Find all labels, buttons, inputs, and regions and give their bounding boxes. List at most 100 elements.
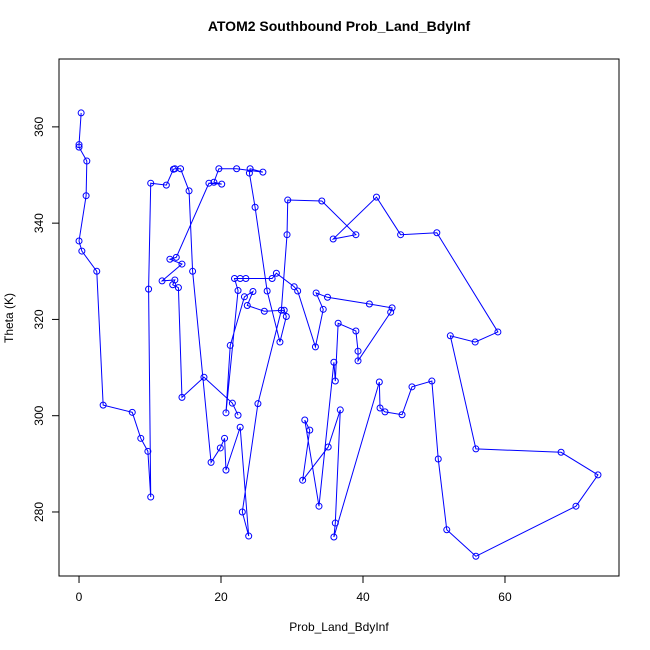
data-point xyxy=(283,231,291,239)
data-point xyxy=(249,288,257,296)
y-tick-label: 280 xyxy=(32,502,46,522)
data-point xyxy=(290,283,298,291)
data-point xyxy=(408,383,416,391)
data-point xyxy=(158,277,166,285)
data-point xyxy=(207,458,215,466)
data-point xyxy=(147,179,155,187)
data-point xyxy=(306,426,314,434)
data-point xyxy=(260,307,268,315)
data-point xyxy=(312,289,320,297)
data-point xyxy=(354,347,362,355)
data-point xyxy=(375,378,383,386)
data-point xyxy=(280,306,288,314)
data-point xyxy=(272,269,280,277)
data-point xyxy=(472,552,480,560)
data-point xyxy=(246,165,254,173)
data-point xyxy=(189,267,197,275)
data-point xyxy=(334,319,342,327)
data-point xyxy=(352,231,360,239)
data-point xyxy=(301,416,309,424)
data-point xyxy=(243,301,251,309)
data-point xyxy=(162,181,170,189)
data-point xyxy=(234,411,242,419)
data-point xyxy=(268,275,276,283)
data-point xyxy=(166,255,174,263)
data-point xyxy=(205,179,213,187)
data-point xyxy=(381,408,389,416)
data-point xyxy=(251,203,259,211)
data-point xyxy=(428,377,436,385)
data-point xyxy=(128,408,136,416)
data-point xyxy=(145,285,153,293)
data-point xyxy=(494,328,502,336)
data-point xyxy=(471,338,479,346)
data-point xyxy=(169,281,177,289)
x-tick-label: 40 xyxy=(356,590,370,604)
data-point xyxy=(331,377,339,385)
data-point xyxy=(254,400,262,408)
data-point xyxy=(185,187,193,195)
data-point xyxy=(236,423,244,431)
data-point xyxy=(354,357,362,365)
data-point xyxy=(75,141,83,149)
data-point xyxy=(330,358,338,366)
data-point xyxy=(329,235,337,243)
data-point xyxy=(352,327,360,335)
series-line xyxy=(78,112,599,557)
data-point xyxy=(259,168,267,176)
y-tick-label: 300 xyxy=(32,405,46,425)
data-point xyxy=(282,313,290,321)
y-axis-label: Theta (K) xyxy=(2,293,16,343)
data-point xyxy=(336,406,344,414)
data-point xyxy=(99,401,107,409)
data-point xyxy=(234,287,242,295)
data-point xyxy=(230,275,238,283)
data-point xyxy=(365,300,373,308)
x-tick-label: 60 xyxy=(498,590,512,604)
data-point xyxy=(472,445,480,453)
data-point xyxy=(323,293,331,301)
data-point xyxy=(397,231,405,239)
y-tick-label: 360 xyxy=(32,117,46,137)
data-point xyxy=(318,197,326,205)
data-point xyxy=(177,165,185,173)
data-point xyxy=(210,178,218,186)
data-point xyxy=(147,493,155,501)
data-point xyxy=(557,448,565,456)
plot-frame xyxy=(58,58,620,577)
data-point xyxy=(93,267,101,275)
data-point xyxy=(245,532,253,540)
data-point xyxy=(330,533,338,541)
data-point xyxy=(233,165,241,173)
data-point xyxy=(83,157,91,165)
x-tick-label: 20 xyxy=(214,590,228,604)
data-point xyxy=(299,476,307,484)
data-point xyxy=(144,447,152,455)
data-point xyxy=(372,193,380,201)
data-point xyxy=(174,284,182,292)
data-point xyxy=(200,373,208,381)
data-point xyxy=(294,287,302,295)
data-point xyxy=(82,192,90,200)
data-point xyxy=(178,260,186,268)
data-point xyxy=(284,196,292,204)
data-point xyxy=(216,444,224,452)
x-axis-label: Prob_Land_BdyInf xyxy=(289,620,389,634)
data-point xyxy=(387,308,395,316)
x-tick-label: 0 xyxy=(76,590,83,604)
data-point xyxy=(228,399,236,407)
data-point xyxy=(277,306,285,314)
data-point xyxy=(226,341,234,349)
data-point xyxy=(238,508,246,516)
data-point xyxy=(77,109,85,117)
chart-title: ATOM2 Southbound Prob_Land_BdyInf xyxy=(208,18,471,34)
y-tick-label: 320 xyxy=(32,309,46,329)
data-point xyxy=(222,409,230,417)
data-point xyxy=(178,393,186,401)
data-point xyxy=(75,143,83,151)
data-point xyxy=(446,332,454,340)
data-point xyxy=(137,434,145,442)
data-point xyxy=(398,411,406,419)
data-point xyxy=(215,165,223,173)
